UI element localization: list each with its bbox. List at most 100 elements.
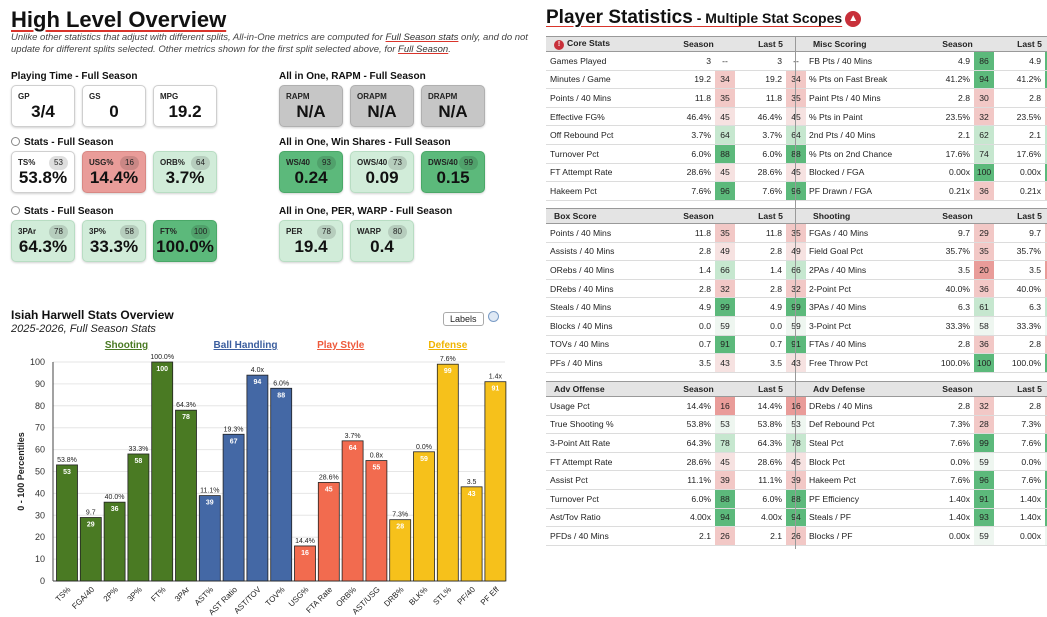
column-header[interactable]: Season	[662, 36, 736, 52]
table-title-text: Adv Offense	[554, 384, 605, 394]
radio-icon[interactable]	[11, 206, 20, 215]
column-header[interactable]: Last 5	[735, 208, 807, 224]
table-row: TOVs / 40 Mins 0.7 91 0.7 91	[546, 335, 807, 355]
stat-value: 3.7%	[735, 125, 787, 145]
card-label: RAPM	[286, 92, 310, 101]
card-usg: USG% 16 14.4%	[82, 151, 146, 193]
table-core-stats: ! Core Stats Season Last 5 Games Played 3 -- 3-…	[546, 36, 807, 201]
stat-value: 2.8	[994, 335, 1046, 355]
stat-value: 0.7	[662, 335, 715, 355]
stat-percentile: 96	[1045, 470, 1047, 490]
stat-percentile: 57	[1045, 316, 1047, 336]
card-label: PER	[286, 227, 303, 236]
chart-icon[interactable]: ▲	[845, 11, 862, 27]
stat-value: 0.00x	[994, 163, 1046, 183]
column-header[interactable]: Season	[921, 36, 995, 52]
chart-title: Isiah Harwell Stats Overview	[11, 308, 174, 322]
stat-value: 3.5	[662, 353, 715, 373]
stat-name: Turnover Pct	[546, 144, 662, 164]
card-orapm: ORAPM N/A	[350, 85, 414, 127]
stat-percentile: 93	[974, 508, 995, 528]
bar	[436, 363, 459, 582]
stat-value: 6.0%	[735, 489, 787, 509]
radio-icon[interactable]	[11, 137, 20, 146]
bar-raw-label: 3.5	[467, 479, 477, 486]
column-header[interactable]: Last 5	[994, 208, 1047, 224]
stat-value: 0.0	[662, 316, 715, 336]
stat-percentile: 93	[1045, 508, 1047, 528]
card-mpg: MPG 19.2	[153, 85, 217, 127]
card-label: 3PAr	[18, 227, 37, 236]
column-header[interactable]: Season	[662, 381, 736, 397]
table-row: True Shooting % 53.8% 53 53.8% 53	[546, 415, 807, 435]
column-header[interactable]: Last 5	[735, 36, 807, 52]
stat-value: 2.8	[921, 335, 974, 355]
stat-percentile: 78	[786, 433, 807, 453]
stat-name: Assists / 40 Mins	[546, 242, 662, 262]
bar	[79, 517, 102, 582]
bar-value-label: 53	[63, 469, 71, 476]
x-tick-label: BLK%	[407, 585, 429, 607]
table-title: Misc Scoring	[805, 36, 921, 52]
card-value: 19.4	[294, 237, 328, 256]
stat-percentile: 62	[1045, 125, 1047, 145]
bar	[56, 464, 78, 582]
bar-raw-label: 6.0%	[273, 380, 289, 387]
stat-value: 7.6%	[994, 470, 1046, 490]
column-header[interactable]: Last 5	[735, 381, 807, 397]
table-title: Box Score	[546, 208, 662, 224]
card-label: USG%	[89, 158, 114, 167]
stat-percentile: 45	[786, 452, 807, 472]
alert-icon[interactable]: !	[554, 40, 564, 50]
stat-name: Usage Pct	[546, 396, 662, 416]
bar-raw-label: 53.8%	[57, 457, 77, 464]
bar	[127, 453, 150, 582]
section-stats-1[interactable]: Stats - Full Season	[11, 137, 113, 148]
labels-button[interactable]: Labels	[443, 312, 484, 326]
table-row: Assist Pct 11.1% 39 11.1% 39	[546, 470, 807, 490]
card-value: 3/4	[31, 102, 55, 121]
stat-value: 11.8	[735, 88, 787, 108]
column-header[interactable]: Season	[921, 208, 995, 224]
stat-value: 11.8	[735, 223, 787, 243]
bar-raw-label: 1.4x	[489, 374, 503, 381]
labels-toggle[interactable]: Labels	[443, 309, 499, 327]
stat-percentile: 36	[1045, 279, 1047, 299]
stat-percentile: 49	[715, 242, 736, 262]
stat-name: Paint Pts / 40 Mins	[805, 88, 921, 108]
bar	[175, 409, 197, 582]
bar-value-label: 55	[373, 465, 381, 472]
stat-percentile: 34	[786, 70, 807, 90]
player-stats-title-main: Player Statistics	[546, 7, 693, 28]
stat-percentile: 43	[715, 353, 736, 373]
bar-value-label: 29	[87, 521, 95, 528]
column-header[interactable]: Last 5	[994, 381, 1047, 397]
toggle-switch-icon[interactable]	[487, 311, 499, 322]
card-label: DRAPM	[428, 92, 458, 101]
table-title-text: Box Score	[554, 211, 597, 221]
bar-value-label: 94	[254, 379, 262, 386]
note-link-full-season-2[interactable]: Full Season	[398, 44, 449, 55]
stat-value: 7.6%	[921, 433, 974, 453]
column-header[interactable]: Last 5	[994, 36, 1047, 52]
stat-name: % Pts on Fast Break	[805, 70, 921, 90]
table-row: Points / 40 Mins 11.8 35 11.8 35	[546, 223, 807, 243]
bar	[341, 440, 364, 582]
stat-name: Blocks / PF	[805, 526, 921, 546]
column-header[interactable]: Season	[921, 381, 995, 397]
column-header[interactable]: Season	[662, 208, 736, 224]
table-row: Blocks / 40 Mins 0.0 59 0.0 59	[546, 316, 807, 336]
bar	[294, 545, 316, 582]
section-stats-2[interactable]: Stats - Full Season	[11, 206, 113, 217]
bar-raw-label: 0.8x	[370, 453, 384, 460]
stat-percentile: 45	[786, 107, 807, 127]
stat-percentile: 100	[1045, 163, 1047, 183]
bar	[222, 433, 245, 582]
stat-name: FB Pts / 40 Mins	[805, 51, 921, 71]
stat-percentile: 100	[974, 353, 995, 373]
note-link-full-season[interactable]: Full Season stats	[385, 32, 459, 43]
y-tick-label: 10	[35, 554, 45, 564]
